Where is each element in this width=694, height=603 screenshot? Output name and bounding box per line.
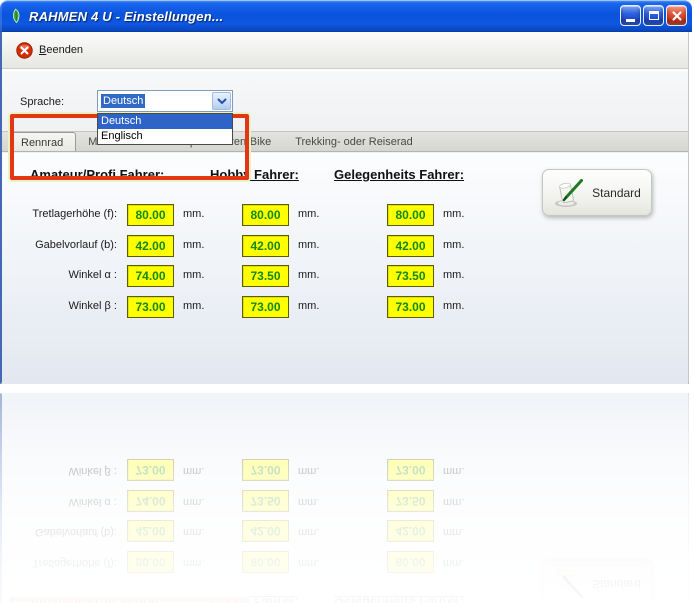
standard-button[interactable]: Standard bbox=[542, 169, 652, 216]
dropdown-option-englisch[interactable]: Englisch bbox=[101, 130, 143, 142]
unit-label: mm. bbox=[298, 269, 320, 281]
unit-label: mm. bbox=[183, 300, 205, 312]
unit-label: mm. bbox=[298, 300, 320, 312]
language-combobox-value: Deutsch bbox=[101, 94, 146, 108]
unit-label: mm. bbox=[443, 269, 465, 281]
value-field[interactable]: 73.50 bbox=[242, 265, 289, 287]
app-feather-icon bbox=[7, 8, 23, 24]
language-label: Sprache: bbox=[20, 96, 65, 108]
standard-button-label: Standard bbox=[592, 185, 641, 200]
column-header-hobby: Hobby Fahrer: bbox=[210, 167, 299, 182]
value-field[interactable]: 73.00 bbox=[242, 296, 289, 318]
unit-label: mm. bbox=[298, 239, 320, 251]
value-field[interactable]: 42.00 bbox=[127, 235, 174, 257]
pencil-eraser-icon bbox=[555, 178, 584, 207]
value-field[interactable]: 74.00 bbox=[127, 265, 174, 287]
close-button[interactable] bbox=[666, 5, 687, 26]
unit-label: mm. bbox=[443, 208, 465, 220]
value-field[interactable]: 73.50 bbox=[387, 265, 434, 287]
value-field[interactable]: 80.00 bbox=[387, 204, 434, 226]
value-field[interactable]: 80.00 bbox=[127, 204, 174, 226]
row-label: Winkel α : bbox=[68, 269, 117, 281]
unit-label: mm. bbox=[443, 300, 465, 312]
titlebar[interactable]: RAHMEN 4 U - Einstellungen... bbox=[0, 0, 692, 32]
unit-label: mm. bbox=[183, 239, 205, 251]
value-field[interactable]: 42.00 bbox=[387, 235, 434, 257]
row-label: Tretlagerhöhe (f): bbox=[32, 208, 117, 220]
value-field[interactable]: 73.00 bbox=[387, 296, 434, 318]
chevron-down-icon[interactable] bbox=[212, 92, 231, 110]
exit-button-label: Beenden bbox=[39, 44, 84, 56]
column-header-gelegenheit: Gelegenheits Fahrer: bbox=[334, 167, 465, 182]
value-field[interactable]: 42.00 bbox=[242, 235, 289, 257]
unit-label: mm. bbox=[443, 239, 465, 251]
column-header-amateur: Amateur/Profi Fahrer: bbox=[30, 167, 165, 182]
minimize-button[interactable] bbox=[620, 5, 641, 26]
unit-label: mm. bbox=[183, 208, 205, 220]
tab-rennrad[interactable]: Rennrad bbox=[8, 132, 77, 151]
unit-label: mm. bbox=[183, 269, 205, 281]
table-row: Tretlagerhöhe (f): 80.00 mm. 80.00 mm. 8… bbox=[2, 204, 688, 226]
language-panel: Sprache: Deutsch Deutsch Englisch bbox=[2, 70, 688, 180]
maximize-icon bbox=[648, 11, 659, 20]
settings-panel: Amateur/Profi Fahrer: Hobby Fahrer: Gele… bbox=[2, 153, 688, 384]
language-dropdown-list: Deutsch Englisch bbox=[97, 113, 233, 145]
window-title: RAHMEN 4 U - Einstellungen... bbox=[29, 8, 224, 24]
toolbar: Beenden bbox=[2, 32, 688, 69]
unit-label: mm. bbox=[298, 208, 320, 220]
table-row: Winkel β : 73.00 mm. 73.00 mm. 73.00 mm. bbox=[2, 296, 688, 318]
language-combobox[interactable]: Deutsch bbox=[97, 90, 233, 112]
close-icon bbox=[671, 10, 682, 21]
value-field[interactable]: 80.00 bbox=[242, 204, 289, 226]
dropdown-option-deutsch[interactable]: Deutsch bbox=[98, 114, 232, 129]
row-label: Winkel β : bbox=[68, 300, 117, 312]
app-window: RAHMEN 4 U - Einstellungen... bbox=[0, 0, 692, 384]
table-row: Winkel α : 74.00 mm. 73.50 mm. 73.50 mm. bbox=[2, 265, 688, 287]
maximize-button[interactable] bbox=[643, 5, 664, 26]
minimize-icon bbox=[626, 19, 635, 22]
red-x-circle-icon bbox=[16, 41, 33, 59]
exit-button[interactable]: Beenden bbox=[10, 39, 89, 62]
tab-trekking-reiserad[interactable]: Trekking- oder Reiserad bbox=[295, 136, 413, 148]
table-row: Gabelvorlauf (b): 42.00 mm. 42.00 mm. 42… bbox=[2, 235, 688, 257]
window-reflection: RAHMEN 4 U - Einstellungen... bbox=[0, 392, 692, 603]
row-label: Gabelvorlauf (b): bbox=[35, 239, 117, 251]
window-body: Beenden Sprache: Deutsch Deutsch Englis bbox=[0, 32, 689, 384]
value-field[interactable]: 73.00 bbox=[127, 296, 174, 318]
